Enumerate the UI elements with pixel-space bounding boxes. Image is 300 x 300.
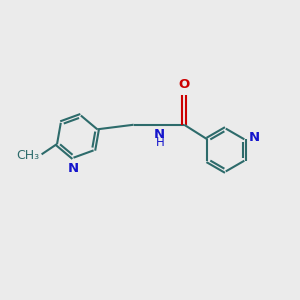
Text: N: N [249,131,260,144]
Text: CH₃: CH₃ [16,149,39,162]
Text: N: N [154,128,165,141]
Text: H: H [155,136,164,149]
Text: O: O [178,78,190,91]
Text: N: N [68,162,79,175]
